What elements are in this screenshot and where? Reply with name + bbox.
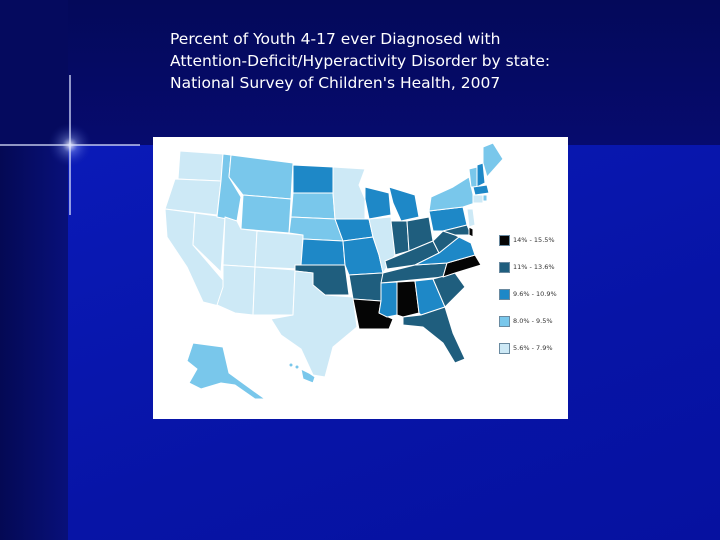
legend-label: 11% - 13.6% — [513, 263, 555, 271]
state-alabama — [396, 280, 420, 318]
hawaii-island-small-1 — [288, 362, 294, 368]
state-texas — [270, 270, 358, 378]
state-maine — [482, 142, 504, 178]
map-canvas — [164, 142, 504, 400]
title-line-2: Attention-Deficit/Hyperactivity Disorder… — [170, 52, 551, 70]
legend-item: 8.0% - 9.5% — [499, 316, 565, 328]
legend-swatch — [499, 235, 510, 246]
state-oregon — [164, 178, 222, 216]
state-north-dakota — [292, 164, 334, 194]
legend-label: 9.6% - 10.9% — [513, 290, 557, 298]
legend-item: 5.6% - 7.9% — [499, 343, 565, 355]
state-wyoming — [240, 194, 292, 234]
slide-title: Percent of Youth 4-17 ever Diagnosed wit… — [170, 28, 590, 94]
state-arizona — [216, 264, 256, 316]
state-vermont — [468, 166, 478, 188]
state-new-york — [428, 176, 476, 212]
state-delaware — [468, 226, 474, 238]
legend-swatch — [499, 316, 510, 327]
state-minnesota — [332, 166, 366, 220]
hawaii-island-small-2 — [294, 364, 300, 370]
state-new-mexico — [252, 266, 296, 316]
legend-item: 11% - 13.6% — [499, 262, 565, 274]
state-new-jersey — [466, 208, 476, 228]
state-kansas — [300, 238, 346, 266]
state-hawaii — [300, 368, 316, 384]
legend-label: 14% - 15.5% — [513, 236, 555, 244]
state-rhode-island — [482, 194, 488, 202]
legend-item: 14% - 15.5% — [499, 235, 565, 247]
state-nevada — [192, 212, 226, 273]
legend-swatch — [499, 262, 510, 273]
legend-item: 9.6% - 10.9% — [499, 289, 565, 301]
state-north-carolina — [442, 254, 482, 278]
state-west-virginia — [432, 230, 460, 254]
state-mississippi — [378, 281, 398, 318]
state-arkansas — [348, 272, 384, 302]
state-alaska — [186, 342, 266, 400]
state-wisconsin — [364, 186, 392, 220]
legend-label: 5.6% - 7.9% — [513, 344, 553, 352]
title-line-1: Percent of Youth 4-17 ever Diagnosed wit… — [170, 30, 501, 48]
state-washington — [177, 150, 224, 182]
state-connecticut — [472, 194, 484, 204]
legend-swatch — [499, 343, 510, 354]
state-new-hampshire — [476, 162, 486, 188]
title-line-3: National Survey of Children's Health, 20… — [170, 74, 501, 92]
legend-label: 8.0% - 9.5% — [513, 317, 553, 325]
state-colorado — [254, 230, 304, 270]
left-band — [0, 145, 68, 540]
state-florida — [402, 306, 466, 364]
legend-swatch — [499, 289, 510, 300]
state-south-dakota — [290, 192, 336, 220]
state-michigan — [388, 186, 420, 222]
top-band — [68, 0, 720, 145]
state-massachusetts — [472, 184, 490, 196]
us-choropleth-map: 14% - 15.5% 11% - 13.6% 9.6% - 10.9% 8.0… — [153, 137, 568, 419]
sparkle-decoration — [0, 75, 140, 215]
